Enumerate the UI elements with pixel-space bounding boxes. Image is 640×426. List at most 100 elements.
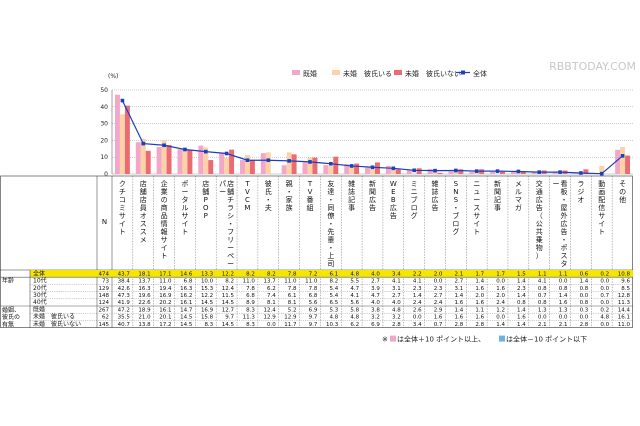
category-label-char: ロ (452, 220, 459, 228)
category-label-char: ミ (411, 180, 418, 188)
line-point (370, 165, 375, 170)
cell-value: 8.1 (288, 300, 297, 306)
cell-value: 1.2 (496, 307, 505, 313)
cell-value: 3.1 (455, 286, 464, 292)
bar (161, 140, 167, 174)
cell-value: 10.3 (326, 322, 339, 328)
category-label-char: タ (181, 195, 188, 204)
cell-value: 7.8 (288, 286, 297, 292)
n-value: 267 (99, 307, 110, 313)
cell-value: 0.2 (600, 307, 609, 313)
line-point (266, 158, 271, 163)
category-label-char: V (245, 188, 250, 196)
legend-label: 全体 (473, 69, 487, 78)
category-label-char: ト (598, 228, 605, 236)
category-label-char: ・ (327, 244, 334, 252)
bar (406, 169, 412, 174)
bar (390, 168, 396, 174)
category-label-char: サ (598, 212, 605, 220)
row-label: 全体 (33, 269, 45, 277)
cell-value: 16.3 (138, 286, 151, 292)
cell-value: 2.1 (559, 322, 568, 328)
cell-value: 1.6 (559, 300, 568, 306)
category-label-char: T (307, 180, 313, 188)
category-label-char: 通 (536, 187, 543, 196)
cell-value: 12.9 (263, 315, 276, 321)
category-label-char: 告 (369, 203, 376, 212)
y-tick-label: 40 (100, 104, 108, 111)
y-tick-label: 20 (100, 137, 108, 144)
bar (490, 171, 496, 174)
bar (552, 171, 558, 174)
bar (219, 152, 225, 174)
cell-value: 19.4 (159, 286, 172, 292)
cell-value: 6.1 (288, 293, 297, 299)
line-point (454, 168, 458, 173)
category-label-char: 輩 (327, 235, 334, 244)
cell-value: 5.3 (329, 307, 338, 313)
category-label-char: イ (598, 220, 605, 228)
category-label-char: 記 (494, 195, 501, 204)
category-label-char: 広 (536, 195, 543, 204)
bar (156, 146, 162, 174)
cell-value: 4.1 (350, 293, 359, 299)
cell-value: 0.0 (538, 315, 547, 321)
cell-value: 13.7 (138, 279, 151, 285)
bar (365, 167, 371, 174)
category-label-char: 上 (327, 251, 334, 260)
cell-value: 10.0 (201, 279, 214, 285)
cell-value: 1.4 (413, 293, 422, 299)
category-label-char: ミ (119, 204, 126, 212)
line-point (287, 159, 291, 163)
bar (615, 149, 621, 174)
footnote-blue-text: は全体－10 ポイント以下 (506, 335, 587, 344)
legend-marker (461, 70, 465, 75)
cell-value: 2.8 (455, 322, 464, 328)
category-label-char: 業 (161, 187, 168, 196)
bar (182, 149, 188, 174)
category-label-char: ・ (561, 196, 568, 204)
cell-value: 5.4 (329, 286, 338, 292)
y-tick-label: 10 (100, 154, 108, 161)
cell-value: 3.2 (392, 315, 401, 321)
cell-value: 13.8 (138, 322, 151, 328)
cell-value: 6.8 (184, 279, 193, 285)
category-label-char: ジ (577, 188, 584, 196)
cell-value: 3.2 (371, 315, 380, 321)
cell-value: 12.2 (222, 271, 234, 277)
legend-swatch (332, 70, 340, 75)
bar (328, 165, 334, 174)
line-point (391, 166, 396, 171)
n-value: 129 (99, 286, 110, 292)
cell-value: 2.4 (413, 300, 422, 306)
cell-value: 6.8 (309, 293, 318, 299)
cell-value: 12.2 (201, 293, 213, 299)
cell-value: 0.6 (580, 271, 589, 277)
category-label-char: パ (219, 180, 226, 188)
cell-value: 1.3 (538, 307, 547, 313)
category-label-char: 店 (202, 179, 209, 188)
cell-value: 2.7 (392, 293, 401, 299)
cell-value: 5.6 (350, 300, 359, 306)
category-label-char: 夫 (265, 203, 272, 212)
category-label-char: 信 (598, 203, 605, 212)
cell-value: 2.4 (434, 300, 443, 306)
category-label-char: 僚 (327, 211, 334, 220)
category-label-char: 広 (432, 195, 439, 204)
line-point (474, 169, 479, 173)
bar (119, 114, 125, 174)
bar (416, 168, 422, 174)
line-point (579, 171, 583, 175)
line-point (558, 170, 562, 174)
category-label-char: チ (119, 188, 126, 196)
line-point (620, 154, 625, 158)
cell-value: 4.8 (600, 315, 609, 321)
category-label-char: ト (161, 252, 168, 260)
category-label-char: 商 (161, 203, 168, 212)
category-label-char: 家 (286, 195, 293, 204)
cell-value: 0.0 (413, 315, 422, 321)
cell-value: 7.8 (246, 286, 255, 292)
cell-value: 9.7 (309, 322, 318, 328)
bar (370, 168, 375, 174)
